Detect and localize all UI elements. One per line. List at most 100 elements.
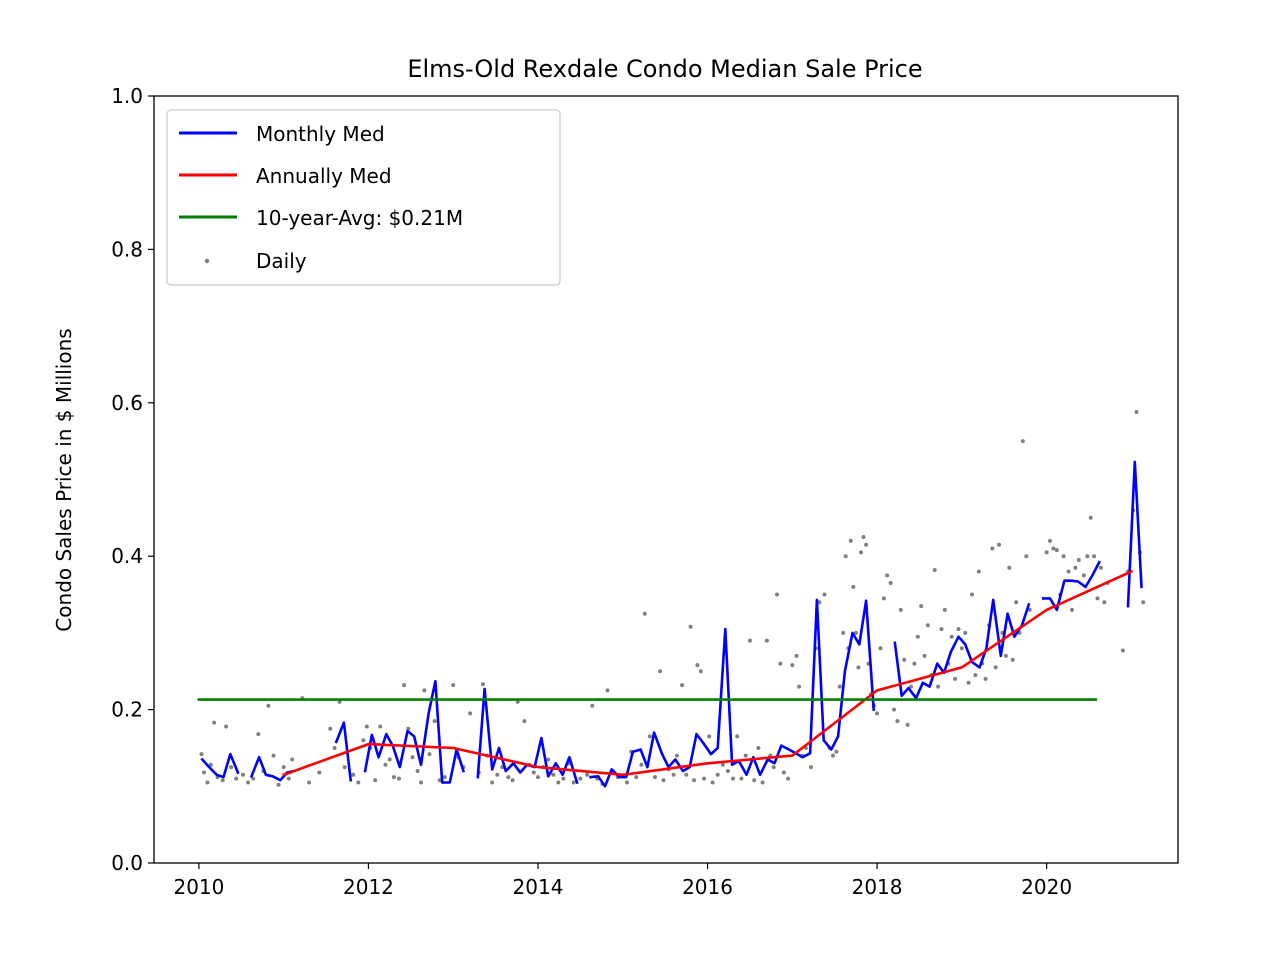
x-tick-label: 2014 <box>513 875 564 899</box>
chart-title: Elms-Old Rexdale Condo Median Sale Price <box>407 55 922 83</box>
daily-point <box>747 638 752 643</box>
daily-point <box>1051 546 1056 551</box>
daily-point <box>1088 515 1093 520</box>
daily-point <box>853 630 858 635</box>
daily-point <box>451 683 456 688</box>
daily-point <box>892 707 896 712</box>
x-tick-label: 2018 <box>852 875 903 899</box>
daily-point <box>208 762 213 767</box>
daily-point <box>702 776 707 781</box>
daily-point <box>337 699 342 704</box>
daily-point <box>864 542 869 547</box>
daily-point <box>925 623 930 628</box>
daily-point <box>1085 554 1090 559</box>
daily-point <box>246 780 251 785</box>
daily-point <box>778 661 783 666</box>
daily-point <box>878 646 883 651</box>
daily-point <box>625 780 629 785</box>
daily-point <box>402 683 407 688</box>
daily-point <box>684 772 689 777</box>
daily-point <box>919 604 924 609</box>
daily-point <box>1048 538 1052 543</box>
daily-point <box>760 780 765 785</box>
annual-median-line <box>282 569 1134 777</box>
daily-point <box>383 762 388 767</box>
daily-point <box>983 676 988 681</box>
y-axis-label: Condo Sales Price in $ Millions <box>52 328 76 631</box>
daily-point <box>764 638 769 643</box>
daily-point <box>1024 554 1029 559</box>
daily-point <box>1007 565 1012 570</box>
daily-point <box>387 757 392 762</box>
daily-point <box>551 772 556 777</box>
daily-point <box>480 682 485 687</box>
daily-point <box>809 765 813 770</box>
daily-point <box>328 726 333 731</box>
daily-point <box>698 669 703 674</box>
daily-point <box>695 663 700 668</box>
daily-point <box>1134 410 1139 414</box>
daily-point <box>688 624 693 629</box>
daily-point <box>419 780 423 785</box>
daily-point <box>307 780 312 785</box>
daily-point <box>378 724 383 729</box>
daily-point <box>905 722 910 727</box>
daily-point <box>639 762 644 767</box>
daily-point <box>1073 565 1078 570</box>
daily-point <box>692 778 696 783</box>
plot-frame <box>153 95 1179 864</box>
daily-point <box>241 772 245 777</box>
daily-point <box>942 607 947 612</box>
daily-point <box>442 775 447 780</box>
daily-point <box>739 776 744 781</box>
legend-label-daily: Daily <box>256 249 307 273</box>
daily-point <box>1070 607 1074 612</box>
daily-point <box>490 780 495 785</box>
daily-point <box>332 746 337 750</box>
daily-point <box>875 711 880 716</box>
daily-point <box>364 724 369 729</box>
daily-point <box>881 596 886 601</box>
daily-point <box>720 762 725 767</box>
daily-point <box>199 752 204 757</box>
daily-point <box>546 757 551 762</box>
daily-point <box>731 776 735 781</box>
daily-point <box>671 772 676 777</box>
daily-point <box>661 778 666 783</box>
daily-point <box>561 776 566 781</box>
daily-point <box>515 699 520 704</box>
daily-point <box>743 753 748 758</box>
daily-point <box>634 775 639 780</box>
y-tick-label: 0.8 <box>111 237 143 261</box>
daily-point <box>1010 657 1015 662</box>
daily-point <box>1095 596 1100 601</box>
daily-point <box>675 753 679 758</box>
legend-label-annually: Annually Med <box>256 164 392 188</box>
daily-point <box>973 673 978 678</box>
monthly-median-line <box>200 752 240 779</box>
daily-point <box>1066 569 1071 574</box>
daily-point <box>1081 573 1086 578</box>
daily-point <box>834 749 839 754</box>
y-tick-label: 0.6 <box>111 391 143 415</box>
daily-point <box>397 776 401 781</box>
daily-point <box>797 684 802 689</box>
daily-point <box>276 782 281 787</box>
daily-point <box>510 778 515 783</box>
monthly-median-line <box>363 679 466 784</box>
daily-point <box>1092 554 1097 559</box>
daily-point <box>531 770 536 775</box>
x-tick-label: 2016 <box>682 875 733 899</box>
daily-point <box>786 776 791 781</box>
daily-point <box>752 778 757 783</box>
daily-point <box>953 676 958 681</box>
daily-point <box>959 646 964 651</box>
daily-point <box>794 653 799 658</box>
y-tick-label: 0.4 <box>111 544 143 568</box>
daily-point <box>970 592 974 597</box>
daily-point <box>506 775 511 780</box>
daily-point <box>571 780 576 785</box>
daily-point <box>234 776 239 781</box>
daily-point <box>859 550 863 555</box>
daily-point <box>841 630 846 635</box>
